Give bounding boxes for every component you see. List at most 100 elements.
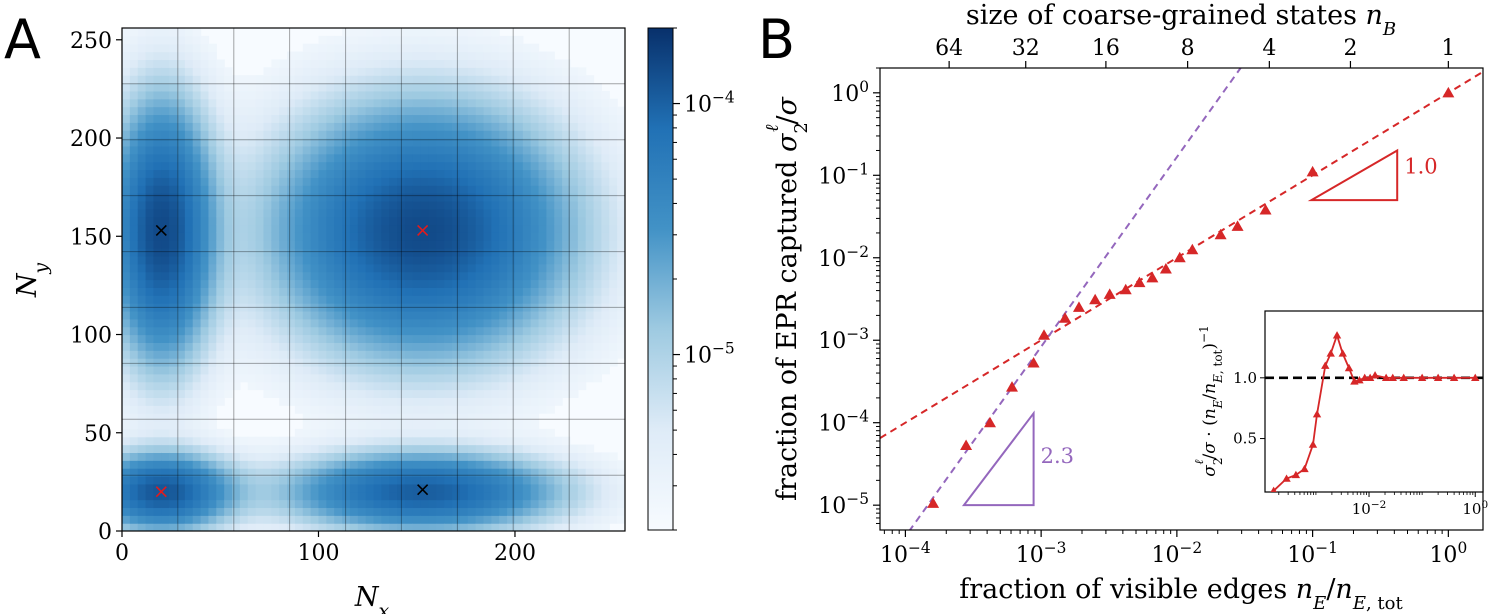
heatmap-cell (145, 342, 155, 351)
heatmap-cell (302, 177, 312, 186)
top-tick-label: 4 (1262, 36, 1276, 61)
heatmap-cell (428, 413, 437, 422)
heatmap-cell (530, 420, 540, 430)
heatmap-cell (475, 460, 485, 469)
heatmap-cell (122, 310, 131, 320)
heatmap-cell (381, 51, 390, 61)
heatmap-cell (153, 507, 162, 516)
heatmap-cell (247, 475, 257, 485)
heatmap-cell (459, 303, 469, 312)
heatmap-cell (357, 413, 367, 422)
heatmap-cell (428, 271, 437, 281)
heatmap-cell (271, 389, 280, 398)
heatmap-cell (184, 138, 194, 147)
heatmap-cell (200, 279, 210, 288)
heatmap-cell (200, 350, 210, 359)
heatmap-cell (601, 279, 610, 288)
heatmap-cell (208, 318, 217, 328)
heatmap-cell (129, 114, 139, 123)
inset-data-point (1308, 440, 1318, 448)
heatmap-cell (302, 169, 312, 178)
heatmap-cell (192, 255, 202, 265)
heatmap-cell (334, 452, 343, 461)
heatmap-cell (365, 491, 375, 501)
heatmap-cell (161, 122, 170, 131)
heatmap-cell (216, 90, 225, 100)
heatmap-cell (483, 507, 492, 516)
heatmap-cell (208, 145, 217, 155)
heatmap-cell (153, 224, 162, 233)
heatmap-cell (239, 452, 249, 461)
heatmap-cell (428, 200, 437, 210)
heatmap-cell (357, 468, 367, 477)
heatmap-cell (381, 216, 390, 226)
heatmap-cell (271, 216, 280, 226)
heatmap-cell (302, 475, 312, 485)
heatmap-cell (522, 287, 532, 296)
heatmap-cell (208, 365, 217, 375)
heatmap-cell (145, 43, 155, 53)
heatmap-cell (318, 491, 327, 501)
heatmap-cell (420, 83, 430, 92)
x-tick-label: 200 (494, 541, 536, 566)
heatmap-cell (224, 224, 233, 233)
heatmap-cell (161, 114, 170, 123)
heatmap-cell (137, 515, 147, 524)
heatmap-cell (326, 59, 335, 68)
heatmap-cell (514, 507, 524, 516)
heatmap-cell (444, 483, 453, 493)
heatmap-cell (302, 51, 312, 61)
heatmap-cell (153, 208, 162, 218)
heatmap-cell (326, 177, 335, 186)
heatmap-cell (522, 43, 532, 53)
heatmap-cell (514, 405, 524, 414)
heatmap-cell (530, 98, 540, 108)
heatmap-cell (562, 177, 571, 186)
heatmap-cell (373, 287, 382, 296)
heatmap-cell (467, 491, 477, 501)
y-axis-label-ny: Ny (12, 263, 52, 299)
heatmap-cell (538, 397, 548, 406)
heatmap-cell (200, 468, 210, 477)
heatmap-cell (263, 350, 272, 359)
heatmap-cell (302, 358, 312, 367)
heatmap-cell (404, 318, 414, 328)
heatmap-cell (216, 255, 225, 265)
heatmap-cell (569, 106, 579, 116)
heatmap-cell (412, 460, 422, 469)
heatmap-cell (184, 413, 194, 422)
heatmap-cell (184, 468, 194, 477)
heatmap-cell (617, 138, 625, 147)
heatmap-cell (562, 279, 571, 288)
heatmap-cell (302, 326, 312, 336)
heatmap-cell (389, 153, 398, 163)
heatmap-cell (137, 208, 147, 218)
heatmap-cell (349, 515, 359, 524)
heatmap-cell (491, 523, 500, 531)
heatmap-cell (208, 475, 217, 485)
heatmap-cell (420, 255, 430, 265)
heatmap-cell (381, 279, 390, 288)
heatmap-cell (294, 475, 304, 485)
heatmap-cell (349, 413, 359, 422)
heatmap-cell (302, 43, 312, 53)
heatmap-cell (475, 373, 485, 383)
heatmap-cell (349, 216, 359, 226)
heatmap-cell (522, 98, 532, 108)
heatmap-cell (365, 507, 375, 516)
heatmap-cell (381, 397, 390, 406)
heatmap-cell (593, 460, 603, 469)
heatmap-cell (310, 358, 320, 367)
heatmap-cell (507, 413, 516, 422)
heatmap-cell (232, 130, 241, 139)
heatmap-cell (475, 303, 485, 312)
heatmap-cell (161, 67, 170, 76)
heatmap-cell (389, 208, 398, 218)
heatmap-cell (530, 491, 540, 501)
heatmap-cell (224, 67, 233, 76)
heatmap-cell (397, 208, 406, 218)
heatmap-cell (491, 413, 500, 422)
heatmap-cell (475, 507, 485, 516)
heatmap-cell (404, 153, 414, 163)
inset-data-point (1282, 474, 1291, 482)
